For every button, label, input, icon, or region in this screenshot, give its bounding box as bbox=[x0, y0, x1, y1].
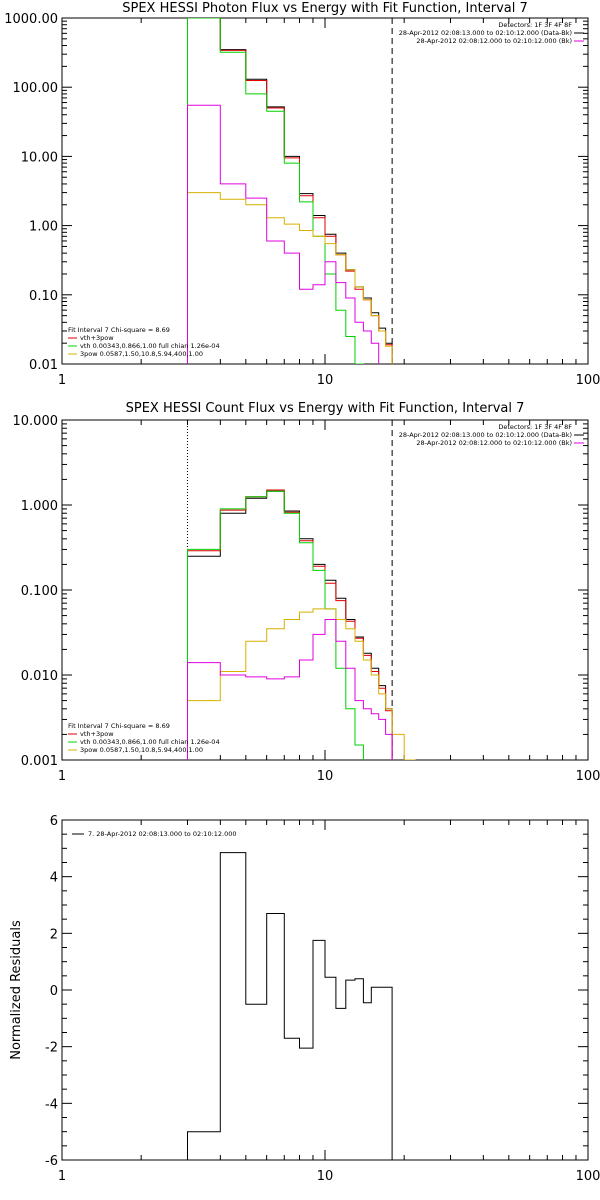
series-3pow bbox=[187, 192, 393, 364]
legend-entry: 28-Apr-2012 02:08:12.000 to 02:10:12.000… bbox=[416, 439, 572, 447]
panel-1: SPEX HESSI Photon Flux vs Energy with Fi… bbox=[4, 1, 600, 388]
y-tick-label: 10.00 bbox=[21, 150, 58, 165]
x-tick-label: 10 bbox=[317, 769, 334, 784]
y-tick-label: 4 bbox=[50, 871, 58, 886]
plot-frame bbox=[61, 17, 589, 365]
legend-entry: vth 0.00343,0.866,1.00 full chian 1.26e-… bbox=[80, 342, 220, 350]
panel-2: SPEX HESSI Count Flux vs Energy with Fit… bbox=[13, 401, 600, 784]
x-tick-label: 1 bbox=[58, 1169, 66, 1184]
legend-detectors: Detectors: 1F 3F 4F 8F bbox=[498, 423, 572, 431]
x-tick-label: 10 bbox=[317, 1169, 334, 1184]
y-tick-label: -6 bbox=[45, 1154, 58, 1169]
y-tick-label: -4 bbox=[45, 1097, 58, 1112]
y-tick-label: 10.000 bbox=[13, 414, 59, 429]
series-vth bbox=[187, 490, 364, 760]
legend-detectors: Detectors: 1F 3F 4F 8F bbox=[498, 21, 572, 29]
legend-fit-header: Fit Interval 7 Chi-square = 8.69 bbox=[68, 326, 170, 334]
y-tick-label: 1.00 bbox=[29, 220, 58, 235]
y-tick-label: 0.01 bbox=[29, 358, 58, 373]
legend-fit-header: Fit Interval 7 Chi-square = 8.69 bbox=[68, 722, 170, 730]
series-vth bbox=[187, 18, 364, 364]
y-tick-label: 6 bbox=[50, 814, 58, 829]
series-vth-3pow bbox=[187, 489, 393, 760]
plot-frame bbox=[61, 819, 589, 1161]
x-tick-label: 10 bbox=[317, 373, 334, 388]
series-bk bbox=[187, 104, 380, 364]
y-tick-label: 0.100 bbox=[21, 584, 58, 599]
legend-entry: 3pow 0.0587,1.50,10.8,5.94,400,1.00 bbox=[80, 350, 203, 358]
series-residuals bbox=[187, 852, 393, 1160]
y-tick-label: 1000.00 bbox=[4, 12, 58, 27]
y-axis-label: Normalized Residuals bbox=[9, 920, 24, 1060]
legend-entry: 7. 28-Apr-2012 02:08:13.000 to 02:10:12.… bbox=[88, 830, 237, 838]
x-tick-label: 100 bbox=[576, 373, 600, 388]
legend-entry: 3pow 0.0587,1.50,10.8,5.94,400,1.00 bbox=[80, 746, 203, 754]
legend-entry: 28-Apr-2012 02:08:13.000 to 02:10:12.000… bbox=[399, 431, 572, 439]
x-tick-label: 1 bbox=[58, 769, 66, 784]
legend-entry: vth 0.00343,0.866,1.00 full chian 1.26e-… bbox=[80, 738, 220, 746]
chart-title: SPEX HESSI Photon Flux vs Energy with Fi… bbox=[122, 1, 528, 16]
legend-entry: vth+3pow bbox=[80, 334, 114, 342]
series-bk bbox=[187, 619, 393, 760]
y-tick-label: 1.000 bbox=[21, 499, 58, 514]
series-3pow bbox=[187, 608, 416, 760]
y-tick-label: 0 bbox=[50, 984, 58, 999]
x-tick-label: 100 bbox=[576, 769, 600, 784]
series-data-bk bbox=[187, 490, 393, 760]
panel-3: 1 10 100 6 4 2 0 -2 -4 -6 Normalized Residuals 7. 2… bbox=[9, 814, 600, 1184]
legend-entry: 28-Apr-2012 02:08:13.000 to 02:10:12.000… bbox=[399, 29, 572, 37]
chart-title: SPEX HESSI Count Flux vs Energy with Fit… bbox=[126, 401, 525, 416]
y-tick-label: -2 bbox=[45, 1041, 58, 1056]
y-tick-label: 100.00 bbox=[13, 81, 59, 96]
x-tick-label: 1 bbox=[58, 373, 66, 388]
x-tick-label: 100 bbox=[576, 1169, 600, 1184]
y-tick-label: 2 bbox=[50, 927, 58, 942]
y-tick-label: 0.10 bbox=[29, 289, 58, 304]
y-tick-label: 0.010 bbox=[21, 669, 58, 684]
legend-entry: 28-Apr-2012 02:08:12.000 to 02:10:12.000… bbox=[416, 37, 572, 45]
y-tick-label: 0.001 bbox=[21, 754, 58, 769]
legend-entry: vth+3pow bbox=[80, 730, 114, 738]
